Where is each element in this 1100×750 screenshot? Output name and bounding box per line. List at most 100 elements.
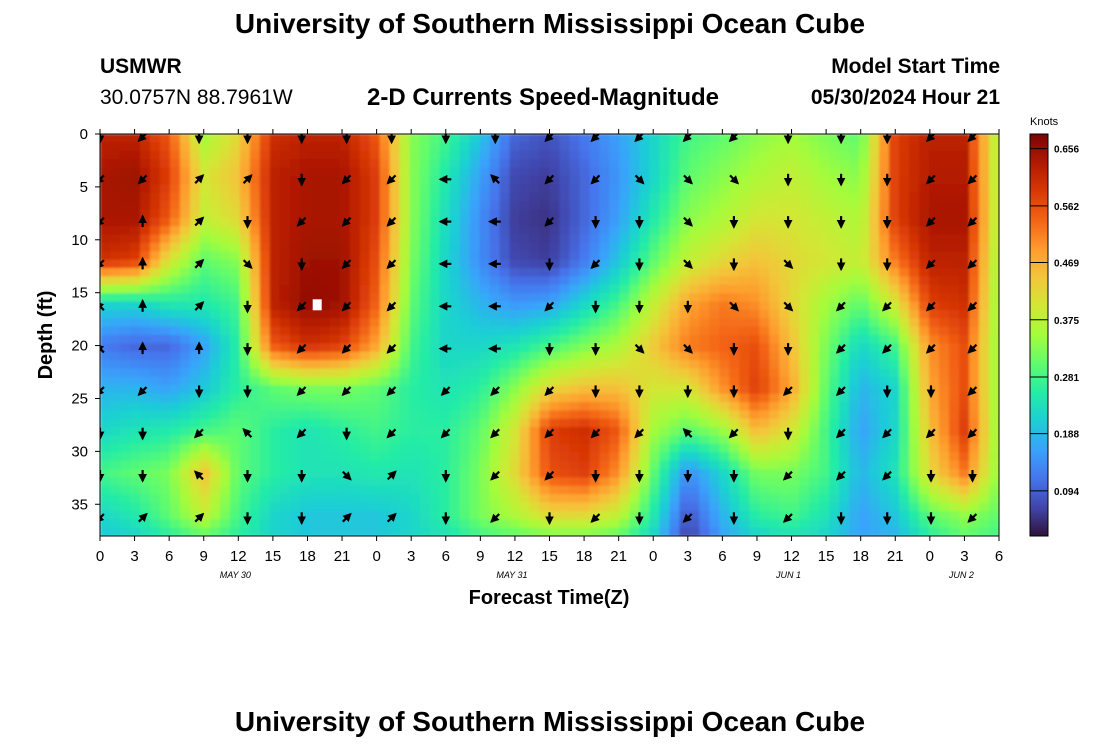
heatmap-cell xyxy=(469,368,481,378)
heatmap-cell xyxy=(409,502,421,512)
heatmap-cell xyxy=(939,410,950,420)
heatmap-cell xyxy=(319,360,331,370)
heatmap-cell xyxy=(929,226,940,236)
heatmap-cell xyxy=(599,251,611,261)
heatmap-cell xyxy=(179,360,191,370)
heatmap-cell xyxy=(169,159,181,169)
heatmap-cell xyxy=(929,142,940,152)
heatmap-cell xyxy=(199,326,211,336)
heatmap-cell xyxy=(649,268,660,277)
heatmap-cell xyxy=(459,268,471,277)
heatmap-cell xyxy=(189,335,201,344)
heatmap-cell xyxy=(949,494,960,504)
heatmap-cell xyxy=(679,251,690,261)
heatmap-cell xyxy=(469,159,481,169)
heatmap-cell xyxy=(209,318,221,328)
heatmap-cell xyxy=(599,418,611,428)
heatmap-cell xyxy=(399,242,411,252)
heatmap-cell xyxy=(449,301,461,311)
heatmap-cell xyxy=(869,175,880,185)
heatmap-cell xyxy=(299,201,311,210)
heatmap-cell xyxy=(659,510,670,520)
heatmap-cell xyxy=(419,343,431,353)
heatmap-cell xyxy=(979,209,990,219)
heatmap-cell xyxy=(619,418,631,428)
heatmap-cell xyxy=(489,393,501,403)
heatmap-cell xyxy=(199,410,211,420)
heatmap-cell xyxy=(549,201,561,210)
heatmap-cell xyxy=(709,335,720,344)
heatmap-cell xyxy=(149,385,161,395)
heatmap-cell xyxy=(799,335,810,344)
heatmap-cell xyxy=(989,343,999,353)
heatmap-cell xyxy=(349,318,361,328)
heatmap-cell xyxy=(849,435,860,445)
heatmap-cell xyxy=(759,343,770,353)
heatmap-cell xyxy=(739,159,750,169)
heatmap-cell xyxy=(469,477,481,487)
heatmap-cell xyxy=(439,159,451,169)
heatmap-cell xyxy=(759,376,770,386)
heatmap-cell xyxy=(109,326,121,336)
heatmap-cell xyxy=(189,360,201,370)
heatmap-cell xyxy=(189,443,201,453)
heatmap-cell xyxy=(749,393,760,403)
heatmap-cell xyxy=(589,460,601,470)
heatmap-cell xyxy=(429,477,441,487)
current-vector-arrow xyxy=(925,259,936,270)
heatmap-cell xyxy=(589,242,601,252)
heatmap-cell xyxy=(429,251,441,261)
heatmap-cell xyxy=(919,301,930,311)
heatmap-cell xyxy=(729,402,740,411)
heatmap-cell xyxy=(349,519,361,529)
current-vector-arrow xyxy=(634,428,645,439)
current-vector-arrow xyxy=(242,428,253,438)
heatmap-cell xyxy=(319,402,331,411)
heatmap-cell xyxy=(859,335,870,344)
heatmap-cell xyxy=(969,393,980,403)
heatmap-cell xyxy=(100,427,111,437)
heatmap-cell xyxy=(899,134,910,143)
current-vector-arrow xyxy=(967,174,978,185)
heatmap-cell xyxy=(839,335,850,344)
heatmap-cell xyxy=(479,460,491,470)
heatmap-cell xyxy=(659,326,670,336)
heatmap-cell xyxy=(939,318,950,328)
heatmap-cell xyxy=(329,242,341,252)
heatmap-cell xyxy=(429,519,441,529)
heatmap-cell xyxy=(739,427,750,437)
heatmap-cell xyxy=(629,326,640,336)
heatmap-cell xyxy=(749,494,760,504)
heatmap-cell xyxy=(449,469,461,478)
heatmap-cell xyxy=(979,460,990,470)
heatmap-cell xyxy=(369,284,381,294)
heatmap-cell xyxy=(139,326,151,336)
heatmap-cell xyxy=(169,427,181,437)
heatmap-cell xyxy=(569,326,581,336)
current-vector-arrow xyxy=(296,301,307,312)
heatmap-cell xyxy=(119,385,131,395)
heatmap-cell xyxy=(959,494,970,504)
heatmap-cell xyxy=(599,435,611,445)
heatmap-cell xyxy=(709,217,720,227)
heatmap-cell xyxy=(979,469,990,478)
heatmap-cell xyxy=(499,167,511,177)
heatmap-cell xyxy=(149,368,161,378)
heatmap-cell xyxy=(619,209,631,219)
heatmap-cell xyxy=(919,469,930,478)
heatmap-cell xyxy=(329,443,341,453)
heatmap-cell xyxy=(749,276,760,286)
heatmap-cell xyxy=(379,527,391,536)
heatmap-cell xyxy=(379,251,391,261)
heatmap-cell xyxy=(879,335,890,344)
heatmap-cell xyxy=(100,234,111,244)
heatmap-cell xyxy=(579,192,591,202)
heatmap-cell xyxy=(519,259,531,269)
heatmap-cell xyxy=(509,226,521,236)
heatmap-cell xyxy=(969,360,980,370)
heatmap-cell xyxy=(919,175,930,185)
heatmap-cell xyxy=(379,510,391,520)
heatmap-cell xyxy=(849,276,860,286)
heatmap-cell xyxy=(229,293,241,303)
heatmap-cell xyxy=(749,335,760,344)
